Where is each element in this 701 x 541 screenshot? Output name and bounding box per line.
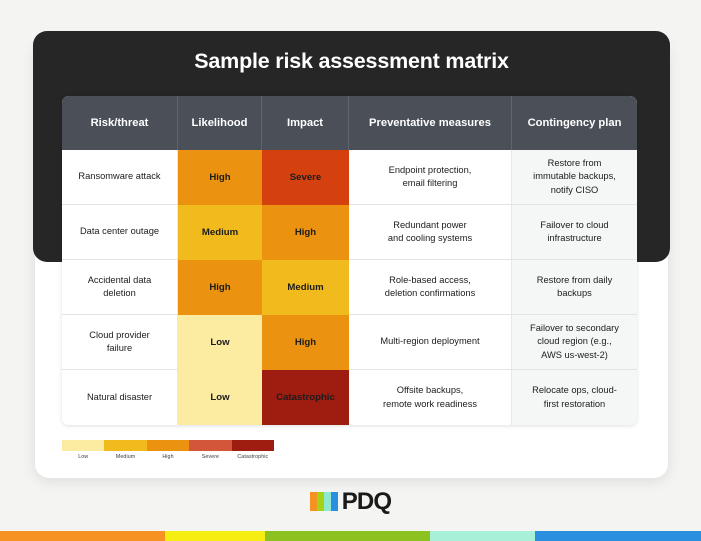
legend-color-bars: [62, 440, 274, 451]
cell-impact: High: [262, 315, 349, 370]
table-body: Ransomware attack High Severe Endpoint prot…: [62, 150, 637, 425]
legend-bar-severe: [189, 440, 232, 451]
column-header-likelihood: Likelihood: [178, 96, 262, 150]
cell-risk: Cloud provider failure: [62, 315, 178, 370]
legend-label-low: Low: [78, 454, 89, 460]
cell-likelihood: High: [178, 260, 262, 315]
cell-preventative: Multi-region deployment: [349, 315, 512, 370]
cell-impact: Catastrophic: [262, 370, 349, 425]
legend-label-catastrophic: Catastrophic: [237, 454, 269, 460]
cell-risk: Accidental data deletion: [62, 260, 178, 315]
pdq-logo-bar-0: [309, 492, 317, 511]
legend-labels: Low Medium High Severe Catastrophic: [62, 454, 274, 460]
table-header: Risk/threat Likelihood Impact Preventati…: [62, 96, 637, 150]
legend-label-medium: Medium: [115, 454, 136, 460]
bottom-strip-segment-1: [165, 531, 265, 541]
cell-preventative: Redundant power and cooling systems: [349, 205, 512, 260]
pdq-logo-wordmark: PDQ: [341, 488, 392, 515]
cell-preventative: Endpoint protection, email filtering: [349, 150, 512, 205]
cell-contingency: Restore from daily backups: [512, 260, 637, 315]
legend-bar-high: [146, 440, 190, 451]
risk-assessment-matrix-table: Risk/threat Likelihood Impact Preventati…: [62, 96, 637, 425]
cell-impact: High: [262, 205, 349, 260]
bottom-strip-segment-0: [0, 531, 165, 541]
table-row: Accidental data deletion High Medium Role-ba…: [62, 260, 637, 315]
cell-risk: Natural disaster: [62, 370, 178, 425]
cell-contingency: Failover to secondary cloud region (e.g.,…: [512, 315, 637, 370]
legend-label-high: High: [162, 454, 174, 460]
column-header-impact: Impact: [262, 96, 349, 150]
cell-likelihood: Low: [178, 315, 262, 370]
pdq-logo-bar-1: [316, 492, 324, 511]
cell-impact: Severe: [262, 150, 349, 205]
pdq-logo-bars: [309, 492, 338, 511]
column-header-preventative: Preventative measures: [349, 96, 512, 150]
cell-preventative: Offsite backups, remote work readiness: [349, 370, 512, 425]
pdq-logo: PDQ: [0, 488, 701, 515]
column-header-risk: Risk/threat: [62, 96, 178, 150]
column-header-contingency: Contingency plan: [512, 96, 637, 150]
cell-contingency: Failover to cloud infrastructure: [512, 205, 637, 260]
bottom-strip-segment-4: [535, 531, 701, 541]
cell-risk: Data center outage: [62, 205, 178, 260]
cell-likelihood: Medium: [178, 205, 262, 260]
cell-risk: Ransomware attack: [62, 150, 178, 205]
table-row: Cloud provider failure Low High Multi-region…: [62, 315, 637, 370]
legend-label-severe: Severe: [201, 454, 220, 460]
bottom-strip-segment-3: [430, 531, 535, 541]
pdq-logo-bar-2: [323, 492, 331, 511]
pdq-logo-bar-3: [330, 492, 338, 511]
cell-impact: Medium: [262, 260, 349, 315]
table-header-row: Risk/threat Likelihood Impact Preventati…: [62, 96, 637, 150]
severity-legend: Low Medium High Severe Catastrophic: [62, 440, 274, 460]
legend-bar-low: [62, 440, 105, 451]
table-row: Natural disaster Low Catastrophic Offsite b…: [62, 370, 637, 425]
table-row: Ransomware attack High Severe Endpoint prot…: [62, 150, 637, 205]
cell-preventative: Role-based access, deletion confirmations: [349, 260, 512, 315]
bottom-color-strip: [0, 531, 701, 541]
legend-bar-catastrophic: [231, 440, 274, 451]
table-row: Data center outage Medium High Redundant po…: [62, 205, 637, 260]
legend-bar-medium: [104, 440, 147, 451]
cell-contingency: Relocate ops, cloud-first restoration: [512, 370, 637, 425]
cell-likelihood: Low: [178, 370, 262, 425]
bottom-strip-segment-2: [265, 531, 430, 541]
cell-likelihood: High: [178, 150, 262, 205]
page-title: Sample risk assessment matrix: [194, 49, 509, 73]
cell-contingency: Restore from immutable backups, notify CIS…: [512, 150, 637, 205]
